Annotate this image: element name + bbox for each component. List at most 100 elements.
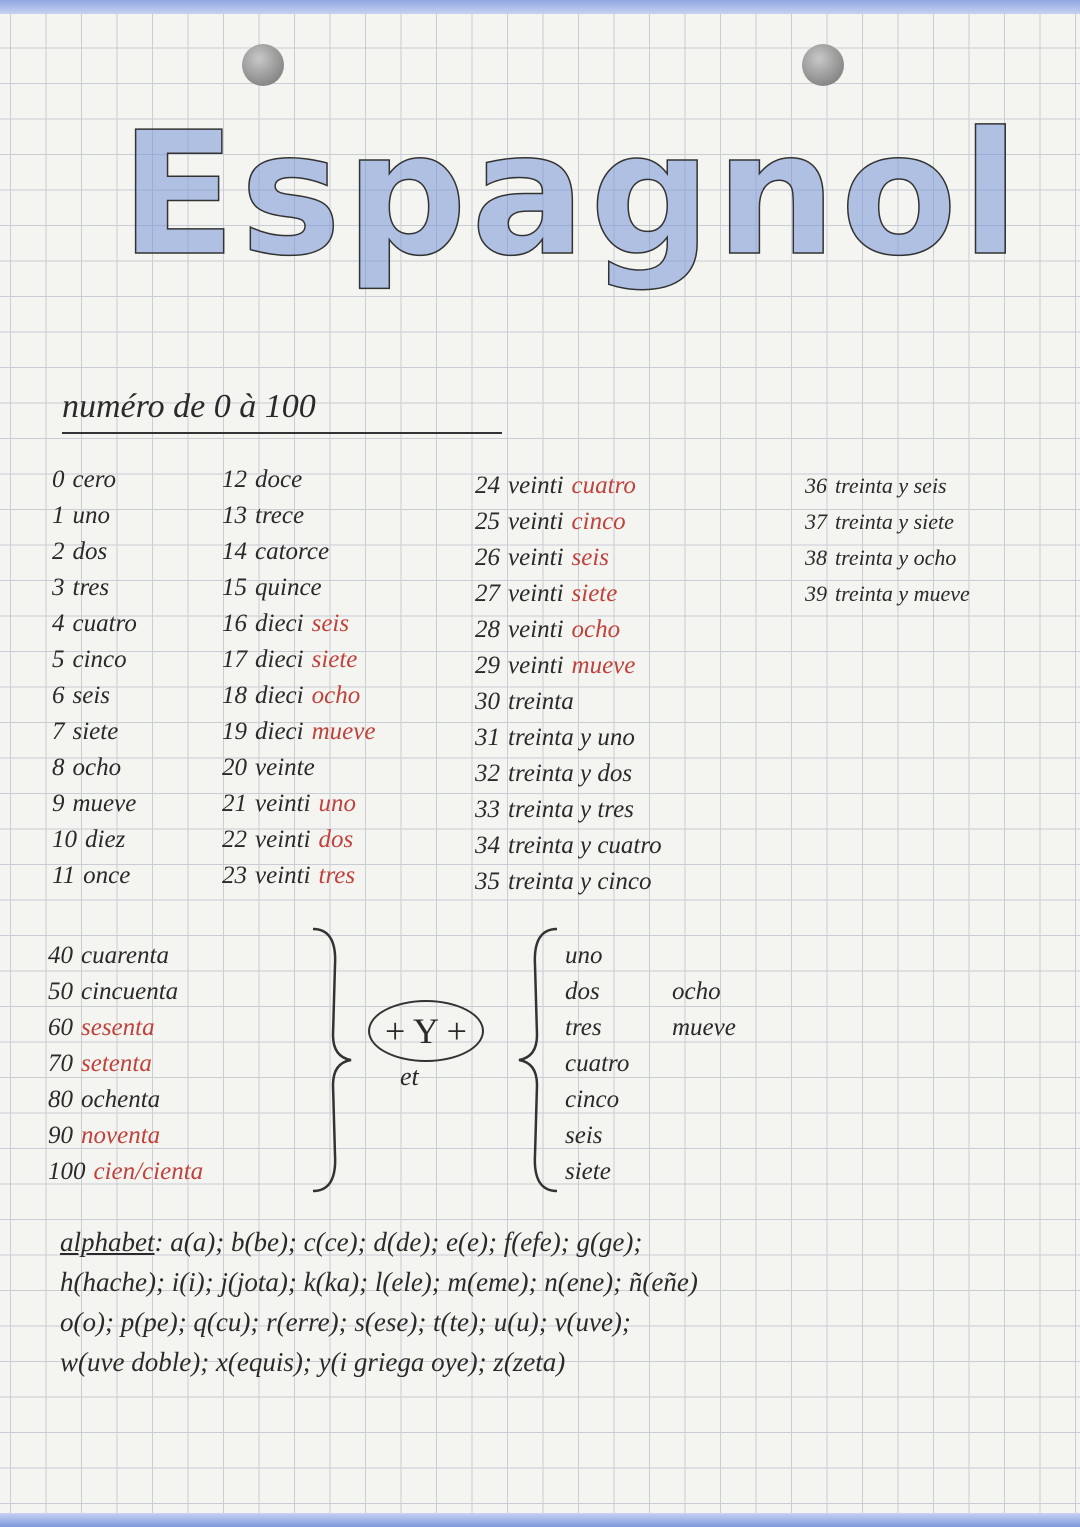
number-row: 34 treinta y cuatro <box>475 828 670 864</box>
number-word: tres <box>73 574 118 601</box>
number: 21 <box>222 790 247 817</box>
word-stem: tres <box>72 574 110 601</box>
number-row: 38 treinta y ocho <box>805 540 978 576</box>
word-stem: veinti <box>255 790 311 817</box>
unit-word: cuatro <box>565 1050 630 1077</box>
word-suffix: seis <box>571 544 610 571</box>
word-stem: veinti <box>508 472 564 499</box>
number-row: 17 dieci siete <box>222 642 375 678</box>
number-row: 24 veinti cuatro <box>475 468 670 504</box>
number-row: 18 dieci ocho <box>222 678 375 714</box>
number-row: 13 trece <box>222 498 375 534</box>
word-stem: once <box>83 862 131 889</box>
number-row: 22 veinti dos <box>222 822 375 858</box>
word-stem: dieci <box>255 610 304 637</box>
opening-brace <box>518 927 558 1193</box>
number: 26 <box>475 544 500 571</box>
numbers-column-2: 12 doce 13 trece 14 catorce 15 quince 16 dieci sei… <box>222 462 375 894</box>
number-row: 32 treinta y dos <box>475 756 670 792</box>
closing-brace <box>312 927 352 1193</box>
number-word: doce <box>255 466 310 493</box>
number-row: 5 cinco <box>52 642 145 678</box>
bottom-band <box>0 1513 1080 1527</box>
number: 60 <box>48 1014 73 1041</box>
number-row: 35 treinta y cinco <box>475 864 670 900</box>
word-stem: veinti <box>508 616 564 643</box>
number-word: mueve <box>73 790 145 817</box>
unit-word: mueve <box>672 1014 736 1041</box>
number: 25 <box>475 508 500 535</box>
number-row: 30 treinta <box>475 684 670 720</box>
word-suffix: dos <box>318 826 354 853</box>
alphabet-line: : a(a); b(be); c(ce); d(de); e(e); f(efe… <box>154 1227 643 1257</box>
number-word: cuarenta <box>81 942 169 969</box>
number: 29 <box>475 652 500 679</box>
number-word: veinti siete <box>508 580 617 607</box>
word-suffix: ocho <box>311 682 361 709</box>
number-row: 15 quince <box>222 570 375 606</box>
word-stem: dieci <box>255 646 304 673</box>
word-stem: veinti <box>508 580 564 607</box>
alphabet-line: w(uve doble); x(equis); y(i griega oye);… <box>60 1347 566 1377</box>
number-row: 26 veinti seis <box>475 540 670 576</box>
number-word: noventa <box>81 1122 161 1149</box>
tens-row: 50 cincuenta <box>48 974 211 1010</box>
number-word: dieci siete <box>255 646 357 673</box>
number: 24 <box>475 472 500 499</box>
tens-row: 40 cuarenta <box>48 938 211 974</box>
number: 80 <box>48 1086 73 1113</box>
number-word: dieci seis <box>255 610 349 637</box>
number-word: treinta y cuatro <box>508 832 670 859</box>
number: 7 <box>52 718 65 745</box>
word-stem: dieci <box>255 682 304 709</box>
number-word: veinti mueve <box>508 652 635 679</box>
number-word: veinte <box>255 754 323 781</box>
number-word: diez <box>85 826 133 853</box>
number-word: veinti ocho <box>508 616 620 643</box>
number-word: cien/cienta <box>93 1158 204 1185</box>
word-stem: treinta y uno <box>508 724 635 751</box>
number-row: 37 treinta y siete <box>805 504 978 540</box>
number: 11 <box>52 862 76 889</box>
number-row: 4 cuatro <box>52 606 145 642</box>
word-stem: veinti <box>508 508 564 535</box>
number: 35 <box>475 868 500 895</box>
numbers-column-1: 0 cero 1 uno 2 dos 3 tres 4 cuatro 5 cinco 6 seis 7 sie… <box>52 462 145 894</box>
number-word: treinta <box>508 688 582 715</box>
tens-row: 90 noventa <box>48 1118 211 1154</box>
number-word: ochenta <box>81 1086 161 1113</box>
word-suffix: siete <box>571 580 618 607</box>
number-row: 2 dos <box>52 534 145 570</box>
word-suffix: siete <box>311 646 358 673</box>
number-word: dieci ocho <box>255 682 360 709</box>
number: 100 <box>48 1158 86 1185</box>
number: 3 <box>52 574 65 601</box>
word-stem: cinco <box>72 646 127 673</box>
tens-list: 40 cuarenta 50 cincuenta 60 sesenta 70 setenta 8… <box>48 938 211 1190</box>
word-stem: cuatro <box>72 610 137 637</box>
number: 50 <box>48 978 73 1005</box>
number: 33 <box>475 796 500 823</box>
number: 4 <box>52 610 65 637</box>
number-word: treinta y uno <box>508 724 643 751</box>
number: 5 <box>52 646 65 673</box>
numbers-column-4: 36 treinta y seis 37 treinta y siete 38 trein… <box>805 468 978 612</box>
number-word: cincuenta <box>81 978 179 1005</box>
alphabet-label: alphabet <box>60 1227 155 1257</box>
number: 34 <box>475 832 500 859</box>
number-word: dieci mueve <box>255 718 375 745</box>
tens-row: 100 cien/cienta <box>48 1154 211 1190</box>
word-stem: dos <box>72 538 108 565</box>
number-row: 27 veinti siete <box>475 576 670 612</box>
word-stem: ocho <box>72 754 122 781</box>
number-word: seis <box>73 682 119 709</box>
number-word: treinta y siete <box>835 509 962 534</box>
number-word: treinta y seis <box>835 473 955 498</box>
number-row: 6 seis <box>52 678 145 714</box>
tens-row: 70 setenta <box>48 1046 211 1082</box>
top-band <box>0 0 1080 14</box>
number-row: 20 veinte <box>222 750 375 786</box>
unit-word: ocho <box>672 978 721 1005</box>
number: 19 <box>222 718 247 745</box>
number: 22 <box>222 826 247 853</box>
